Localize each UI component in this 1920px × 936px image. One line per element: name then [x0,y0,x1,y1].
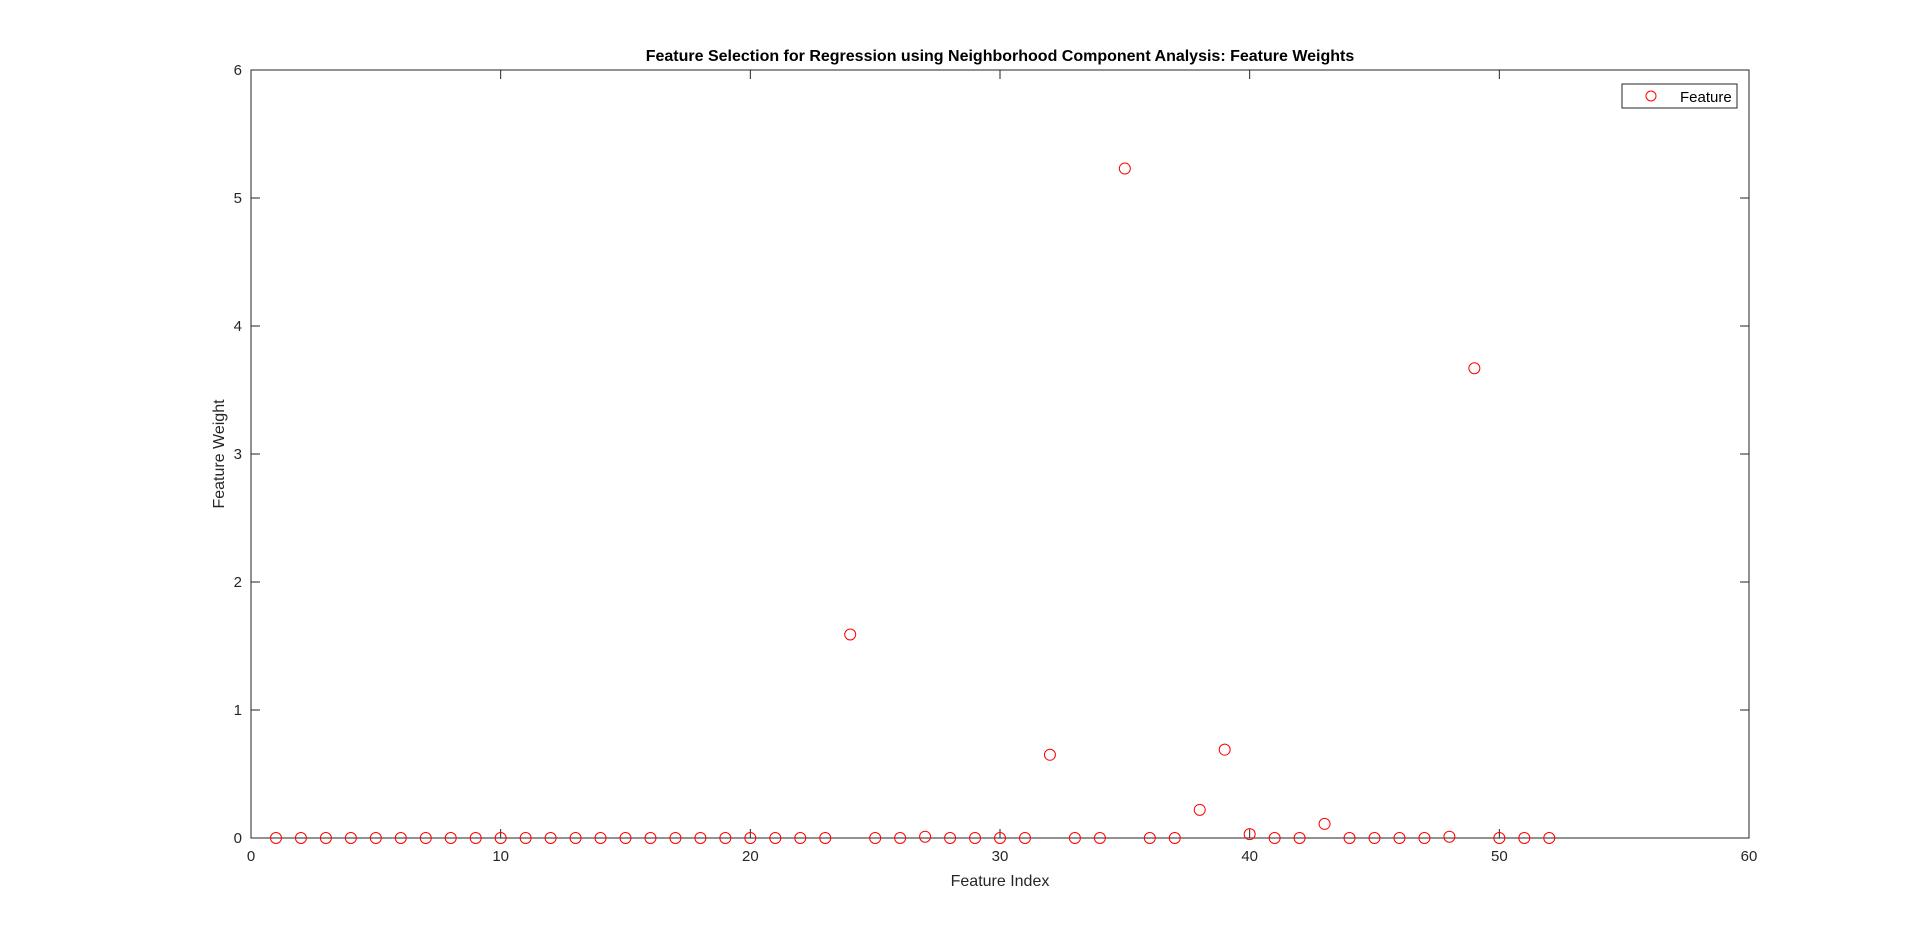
data-point [544,832,557,844]
data-point [1168,832,1181,844]
data-point [1118,162,1131,175]
legend-entry-feature: Feature [1680,89,1732,106]
data-point [1393,832,1406,844]
data-point [694,832,707,844]
chart-title: Feature Selection for Regression using N… [646,48,1355,65]
data-point [1443,830,1456,843]
tick-labels: 0 10 20 30 40 50 60 0 1 2 3 4 5 6 [234,62,1758,865]
data-point [1418,832,1431,844]
axes-box [250,69,1750,839]
y-axis-label: Feature Weight [211,399,228,509]
x-tick-label: 50 [1491,848,1508,865]
data-point [394,832,407,844]
data-point [344,832,357,844]
data-point [319,832,332,844]
x-tick-label: 10 [492,848,509,865]
data-point [669,832,682,844]
data-point [1018,832,1031,844]
data-point [1093,832,1106,844]
plot-area [250,69,1750,839]
data-point [1043,748,1056,761]
data-point [1193,803,1206,816]
x-axis-label: Feature Index [951,873,1050,890]
data-point [969,832,982,844]
data-point [519,832,532,844]
data-point [1493,832,1506,844]
data-point [769,832,782,844]
data-point [1468,362,1481,375]
data-point [419,832,432,844]
x-tick-label: 40 [1241,848,1258,865]
legend-box [1621,83,1738,109]
data-point [1318,817,1331,830]
data-point [269,832,282,844]
x-tick-label: 30 [992,848,1009,865]
data-point [1268,832,1281,844]
data-point [569,832,582,844]
y-tick-label: 2 [234,574,242,591]
data-point [1368,832,1381,844]
data-point [369,832,382,844]
data-point [869,832,882,844]
data-point [794,832,807,844]
data-point [1518,832,1531,844]
ticks [250,69,1750,839]
data-point [1068,832,1081,844]
data-point [1143,832,1156,844]
y-tick-label: 3 [234,446,242,463]
x-tick-label: 20 [742,848,759,865]
y-tick-label: 5 [234,190,242,207]
data-point [944,832,957,844]
x-tick-label: 60 [1741,848,1758,865]
data-point [1543,832,1556,844]
data-point [1218,743,1231,756]
y-tick-label: 1 [234,702,242,719]
data-point [1293,832,1306,844]
data-point [494,832,507,844]
data-point [444,832,457,844]
data-point [894,832,907,844]
data-point [994,832,1006,844]
data-point [644,832,657,844]
data-point [819,832,832,844]
y-tick-label: 4 [234,318,242,335]
data-point [1343,832,1356,844]
legend-marker [1645,90,1657,102]
legend: Feature [1621,83,1738,109]
data-point [469,832,482,844]
data-points [269,162,1556,844]
x-tick-label: 0 [247,848,255,865]
data-point [594,832,607,844]
data-point [744,832,757,844]
data-point [719,832,732,844]
data-point [619,832,632,844]
y-tick-label: 0 [234,830,242,847]
data-point [919,830,932,843]
y-tick-label: 6 [234,62,242,79]
data-point [294,832,307,844]
data-point [1243,828,1256,841]
data-point [844,628,857,641]
